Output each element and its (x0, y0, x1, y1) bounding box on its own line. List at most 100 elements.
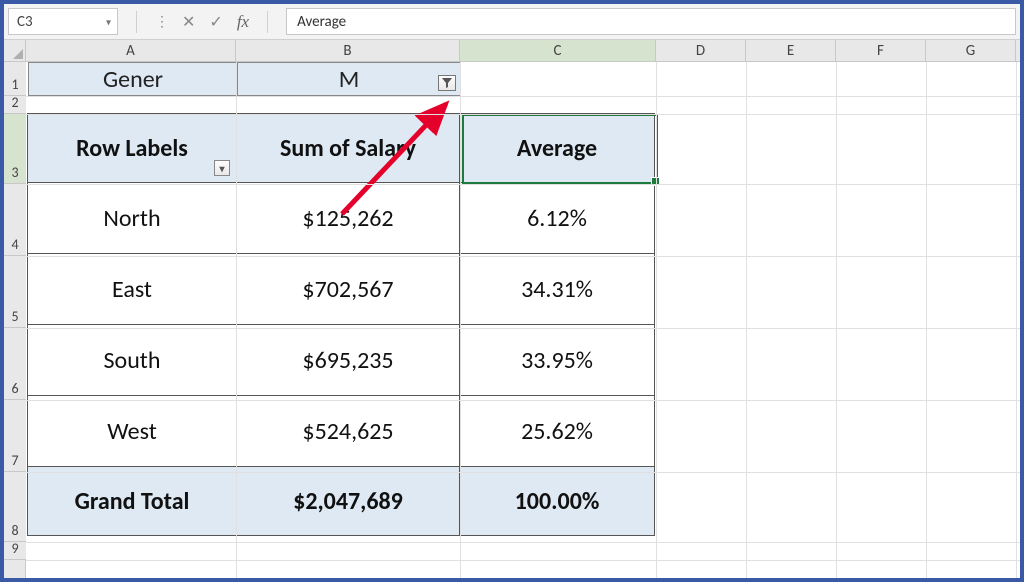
header-text: Average (517, 134, 597, 163)
gridline (26, 184, 1020, 185)
cell-text: $695,235 (302, 346, 393, 375)
gridline (26, 328, 1020, 329)
row-header[interactable]: 9 (4, 542, 26, 560)
app-frame: C3 ▾ ⋮ ✕ ✓ fx Average ABCDEFG 123456789 … (0, 0, 1024, 582)
gridline (236, 62, 237, 578)
grand-total-label[interactable]: Grand Total (27, 466, 237, 536)
average-header[interactable]: Average (459, 113, 655, 183)
column-header[interactable]: C (460, 40, 656, 61)
header-text: Row Labels (76, 134, 188, 163)
column-header[interactable]: E (746, 40, 836, 61)
column-header[interactable]: F (836, 40, 926, 61)
pivot-header-row: Row Labels ▾ Sum of Salary Average (28, 114, 655, 183)
cell-text: 25.62% (521, 417, 593, 446)
average-cell[interactable]: 34.31% (459, 253, 655, 325)
gridline (26, 114, 1020, 115)
cell-text: Grand Total (75, 487, 190, 516)
cell-text: North (103, 204, 160, 233)
filter-field-label[interactable]: Gener (28, 62, 238, 96)
gridline (26, 560, 1020, 561)
row-header[interactable]: 7 (4, 400, 26, 472)
cell-text: 100.00% (515, 487, 600, 516)
salary-cell[interactable]: $125,262 (236, 182, 460, 254)
gridline (26, 96, 1020, 97)
row-headers: 123456789 (4, 62, 26, 578)
gridline (26, 256, 1020, 257)
cell-text: $125,262 (302, 204, 393, 233)
gridline (656, 62, 657, 578)
column-header[interactable]: D (656, 40, 746, 61)
ellipsis-icon[interactable]: ⋮ (155, 13, 168, 30)
grand-total-average[interactable]: 100.00% (459, 466, 655, 536)
filter-icon[interactable] (438, 75, 456, 91)
chevron-down-icon[interactable]: ▾ (214, 160, 230, 176)
gridline (26, 542, 1020, 543)
accept-icon[interactable]: ✓ (209, 12, 222, 32)
average-cell[interactable]: 33.95% (459, 324, 655, 396)
average-cell[interactable]: 6.12% (459, 182, 655, 254)
formula-text: Average (297, 13, 346, 31)
separator (267, 11, 268, 33)
cell-text: 34.31% (521, 275, 593, 304)
salary-cell[interactable]: $695,235 (236, 324, 460, 396)
gridline (26, 472, 1020, 473)
filter-field-value[interactable]: M (237, 62, 461, 96)
pivot-data-row: East $702,567 34.31% (28, 254, 655, 325)
pivot-filter-row: Gener M (28, 62, 461, 96)
row-label-cell[interactable]: East (27, 253, 237, 325)
gridline (26, 400, 1020, 401)
chevron-down-icon: ▾ (106, 15, 111, 28)
sum-salary-header[interactable]: Sum of Salary (236, 113, 460, 183)
column-headers: ABCDEFG (26, 40, 1020, 62)
cell-text: $2,047,689 (293, 487, 403, 516)
select-all-corner[interactable] (4, 40, 26, 62)
row-header[interactable]: 5 (4, 256, 26, 328)
gridline (460, 62, 461, 578)
fx-icon[interactable]: fx (237, 12, 249, 32)
row-label-cell[interactable]: West (27, 395, 237, 467)
row-header[interactable]: 1 (4, 62, 26, 96)
cell-text: South (104, 346, 161, 375)
pivot-total-row: Grand Total $2,047,689 100.00% (28, 467, 655, 536)
column-header[interactable]: A (26, 40, 236, 61)
grid-area: ABCDEFG 123456789 Gener M Row Labels ▾ Sum… (4, 40, 1020, 578)
pivot-data-row: West $524,625 25.62% (28, 396, 655, 467)
cell-text: $702,567 (302, 275, 393, 304)
row-header[interactable]: 6 (4, 328, 26, 400)
pivot-data-row: North $125,262 6.12% (28, 183, 655, 254)
cell-text: 33.95% (521, 346, 593, 375)
salary-cell[interactable]: $524,625 (236, 395, 460, 467)
filter-value-text: M (339, 65, 360, 94)
row-label-cell[interactable]: South (27, 324, 237, 396)
row-label-cell[interactable]: North (27, 182, 237, 254)
grand-total-salary[interactable]: $2,047,689 (236, 466, 460, 536)
formula-input[interactable]: Average (286, 8, 1016, 35)
row-header[interactable]: 8 (4, 472, 26, 542)
name-box-value: C3 (17, 13, 33, 31)
row-header[interactable]: 2 (4, 96, 26, 114)
row-header[interactable]: 3 (4, 114, 26, 184)
column-header[interactable]: B (236, 40, 460, 61)
row-labels-header[interactable]: Row Labels ▾ (27, 113, 237, 183)
cell-text: East (112, 275, 152, 304)
filter-field-text: Gener (103, 65, 163, 94)
gridline (746, 62, 747, 578)
average-cell[interactable]: 25.62% (459, 395, 655, 467)
separator (136, 11, 137, 33)
cell-text: 6.12% (527, 204, 587, 233)
salary-cell[interactable]: $702,567 (236, 253, 460, 325)
formula-bar: C3 ▾ ⋮ ✕ ✓ fx Average (4, 4, 1020, 40)
row-header[interactable]: 4 (4, 184, 26, 256)
header-text: Sum of Salary (280, 134, 416, 163)
gridline (836, 62, 837, 578)
cell-text: $524,625 (302, 417, 393, 446)
pivot-data-row: South $695,235 33.95% (28, 325, 655, 396)
name-box[interactable]: C3 ▾ (8, 8, 118, 35)
column-header[interactable]: G (926, 40, 1016, 61)
gridline (926, 62, 927, 578)
cells-canvas[interactable]: Gener M Row Labels ▾ Sum of Salary Average N… (26, 62, 1020, 578)
gridline (1016, 62, 1017, 578)
cancel-icon[interactable]: ✕ (182, 12, 195, 32)
cell-text: West (107, 417, 157, 446)
formula-controls: ⋮ ✕ ✓ fx (118, 4, 286, 39)
